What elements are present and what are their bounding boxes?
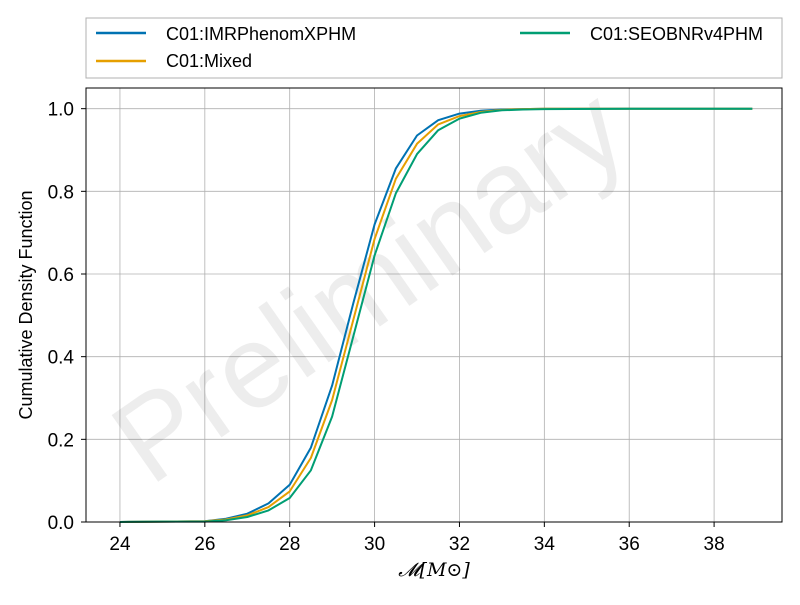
y-tick-label: 0.2 — [48, 430, 74, 451]
x-tick-label: 24 — [109, 534, 131, 555]
x-tick-label: 32 — [449, 534, 470, 555]
x-axis-title: 𝓜[M⊙] — [398, 559, 470, 581]
x-tick-label: 30 — [364, 534, 385, 555]
series-line-c01-seobnrv4phm — [119, 107, 753, 523]
y-tick-label: 1.0 — [48, 100, 74, 121]
legend-frame — [85, 17, 783, 79]
legend: C01:IMRPhenomXPHM C01:Mixed C01:SEOBNRv4… — [85, 17, 783, 79]
x-tick-label: 38 — [704, 534, 725, 555]
y-tick-label: 0.6 — [48, 265, 74, 286]
series-lines — [119, 107, 753, 523]
y-axis-title: Cumulative Density Function — [16, 190, 36, 419]
legend-label-mixed: C01:Mixed — [166, 51, 252, 71]
legend-label-seobnrv4phm: C01:SEOBNRv4PHM — [590, 24, 763, 44]
x-tick-label: 28 — [279, 534, 300, 555]
plot-area — [86, 88, 782, 522]
grid-lines — [86, 88, 782, 523]
x-tick-label: 36 — [619, 534, 640, 555]
axis-ticks: 24 26 28 30 32 34 36 38 0.0 0.2 0.4 0.6 0.8 1.0 — [48, 100, 725, 555]
x-tick-label: 34 — [534, 534, 556, 555]
legend-label-imrphenomxphm: C01:IMRPhenomXPHM — [166, 24, 356, 44]
y-tick-label: 0.0 — [48, 513, 74, 534]
y-tick-label: 0.4 — [48, 348, 75, 369]
y-tick-label: 0.8 — [48, 182, 74, 203]
axes-frame — [85, 87, 783, 523]
x-tick-label: 26 — [194, 534, 215, 555]
